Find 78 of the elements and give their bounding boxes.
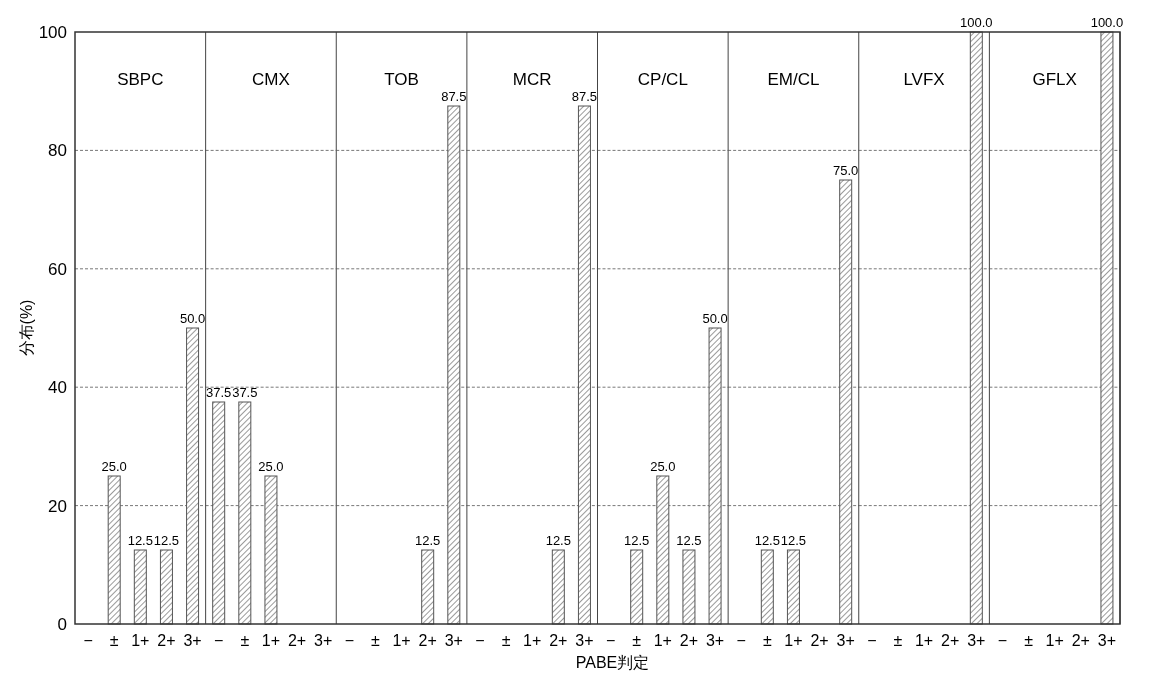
data-label: 12.5 — [676, 533, 702, 548]
x-tick-label: − — [475, 632, 485, 649]
x-tick-label: − — [344, 632, 354, 649]
x-tick-label: 1+ — [261, 632, 281, 649]
y-axis-title: 分布(%) — [18, 299, 35, 357]
x-axis-title: PABE判定 — [575, 654, 650, 671]
data-label: 12.5 — [153, 533, 180, 548]
text: MCR — [512, 70, 552, 90]
x-tick-label: − — [83, 632, 93, 649]
x-tick-label: ± — [893, 632, 903, 649]
x-tick-label: 3+ — [1097, 632, 1117, 649]
x-tick-label: − — [605, 632, 616, 649]
data-label: 87.5 — [441, 89, 467, 104]
data-label: 12.5 — [754, 533, 780, 548]
data-label: 87.5 — [571, 89, 598, 104]
data-label: 50.0 — [702, 311, 728, 326]
y-tick-label: 60 — [48, 259, 67, 279]
y-tick-label: 80 — [48, 141, 67, 161]
y-tick-label: 100 — [38, 22, 67, 42]
x-tick-label: 3+ — [836, 632, 855, 649]
x-tick-label: − — [736, 632, 746, 649]
x-tick-label: 1+ — [392, 632, 411, 649]
data-label: 25.0 — [650, 459, 676, 474]
x-tick-label: 3+ — [314, 632, 333, 649]
text: CMX — [252, 70, 290, 90]
data-label: 37.5 — [232, 385, 258, 400]
x-tick-label: ± — [632, 632, 642, 649]
x-tick-label: 3+ — [705, 632, 725, 649]
x-tick-label: 2+ — [157, 632, 176, 649]
x-tick-label: 1+ — [1045, 632, 1064, 649]
y-tick-label: 0 — [57, 614, 67, 634]
text: LVFX — [903, 70, 945, 90]
x-tick-label: ± — [371, 632, 381, 649]
text: SBPC — [117, 70, 164, 90]
text: TOB — [384, 70, 419, 90]
x-tick-label: ± — [501, 632, 511, 649]
data-label: 100.0 — [960, 15, 993, 30]
data-label: 75.0 — [833, 163, 859, 178]
data-label: 12.5 — [415, 533, 441, 548]
x-tick-label: ± — [109, 632, 119, 649]
x-tick-label: 1+ — [914, 632, 934, 649]
x-tick-label: − — [997, 632, 1008, 649]
x-tick-label: 3+ — [575, 632, 594, 649]
x-tick-label: 2+ — [549, 632, 568, 649]
x-tick-label: 2+ — [1071, 632, 1090, 649]
x-tick-label: − — [214, 632, 224, 649]
data-label: 12.5 — [545, 533, 571, 548]
x-tick-label: 1+ — [523, 632, 542, 649]
x-tick-label: 1+ — [784, 632, 803, 649]
x-tick-label: − — [867, 632, 877, 649]
text: CP/CL — [637, 70, 688, 90]
data-label: 12.5 — [127, 533, 153, 548]
x-tick-label: 2+ — [941, 632, 960, 649]
x-tick-label: 3+ — [183, 632, 202, 649]
x-tick-label: ± — [1024, 632, 1034, 649]
x-tick-label: 2+ — [287, 632, 307, 649]
x-tick-label: 2+ — [679, 632, 699, 649]
x-tick-label: 2+ — [810, 632, 829, 649]
data-label: 25.0 — [258, 459, 284, 474]
x-tick-label: ± — [762, 632, 772, 649]
data-label: 25.0 — [101, 459, 127, 474]
bar — [133, 549, 147, 625]
data-label: 37.5 — [206, 385, 232, 400]
x-tick-label: 3+ — [967, 632, 986, 649]
text: GFLX — [1032, 70, 1077, 90]
x-tick-label: 1+ — [131, 632, 150, 649]
data-label: 12.5 — [780, 533, 807, 548]
x-tick-label: 2+ — [418, 632, 437, 649]
data-label: 12.5 — [624, 533, 650, 548]
data-label: 100.0 — [1090, 15, 1124, 30]
bar — [159, 549, 173, 625]
y-tick-label: 20 — [48, 496, 67, 516]
x-tick-label: 1+ — [653, 632, 672, 649]
x-tick-label: 3+ — [444, 632, 463, 649]
y-tick-label: 40 — [48, 378, 67, 398]
text: EM/CL — [767, 70, 820, 90]
x-tick-label: ± — [240, 632, 250, 649]
data-label: 50.0 — [179, 311, 206, 326]
